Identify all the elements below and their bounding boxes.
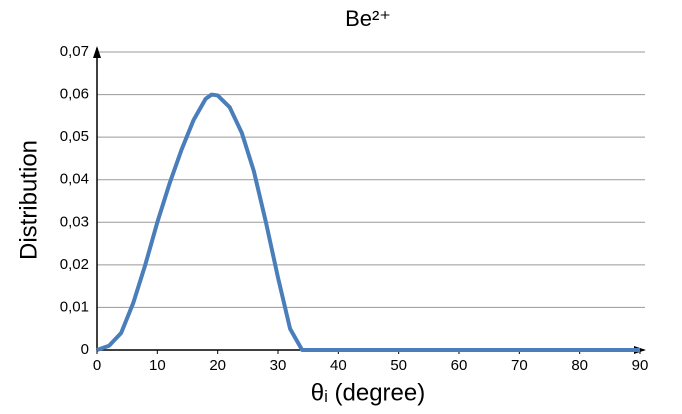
y-axis-arrow (93, 46, 101, 58)
y-tick-label: 0 (81, 341, 89, 358)
y-tick-label: 0,07 (60, 43, 89, 60)
x-tick-label: 0 (93, 357, 101, 374)
y-tick-label: 0,04 (60, 171, 89, 188)
y-tick-label: 0,03 (60, 213, 89, 230)
x-tick-label: 90 (632, 357, 649, 374)
y-tick-label: 0,06 (60, 86, 89, 103)
x-tick-label: 50 (390, 357, 407, 374)
x-axis-label: θᵢ (degree) (311, 379, 426, 406)
x-tick-label: 10 (149, 357, 166, 374)
x-tick-label: 20 (209, 357, 226, 374)
y-axis-label: Distribution (15, 140, 42, 260)
y-tick-label: 0,02 (60, 256, 89, 273)
x-tick-label: 40 (330, 357, 347, 374)
y-tick-label: 0,05 (60, 128, 89, 145)
x-tick-label: 30 (270, 357, 287, 374)
x-tick-label: 80 (571, 357, 588, 374)
y-tick-label: 0,01 (60, 298, 89, 315)
chart-title: Be²⁺ (345, 6, 391, 31)
x-tick-label: 70 (511, 357, 528, 374)
x-tick-label: 60 (451, 357, 468, 374)
data-line (96, 92, 640, 352)
